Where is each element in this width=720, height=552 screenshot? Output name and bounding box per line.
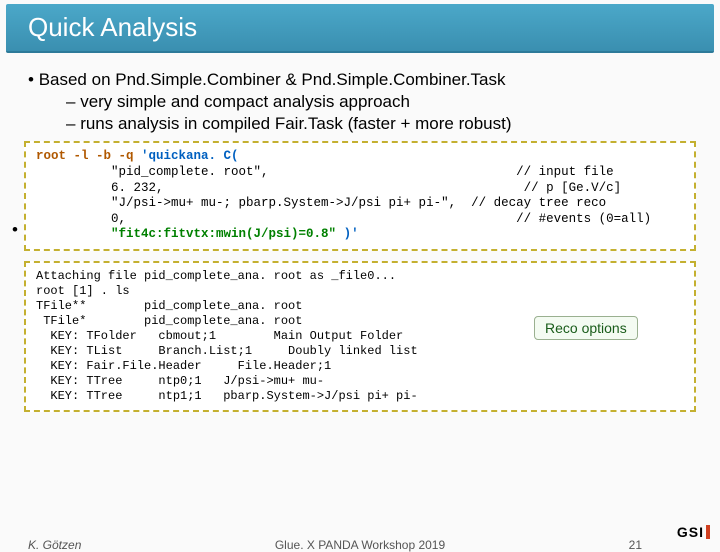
bullet-main-a: Based on <box>39 70 116 89</box>
out-line-1: Attaching file pid_complete_ana. root as… <box>36 269 396 283</box>
logo-text: GSI <box>677 524 704 540</box>
code-options: "fit4c:fitvtx:mwin(J/psi)=0.8" <box>111 227 336 241</box>
stray-bullet: • <box>12 220 18 240</box>
footer-conference: Glue. X PANDA Workshop 2019 <box>0 538 720 552</box>
class-name-2: Pnd.Simple.Combiner.Task <box>301 70 505 89</box>
out-line-2: root [1] . ls <box>36 284 130 298</box>
code-line-5: 0, // #events (0=all) <box>36 212 651 226</box>
logo-bar-icon <box>706 525 710 539</box>
code-block-input: root -l -b -q 'quickana. C( "pid_complet… <box>24 141 696 251</box>
code-root: root -l -b -q <box>36 149 141 163</box>
code-line-6a <box>36 227 111 241</box>
out-line-5: KEY: TFolder cbmout;1 Main Output Folder <box>36 329 403 343</box>
out-line-3: TFile** pid_complete_ana. root <box>36 299 302 313</box>
sub-bullet-1: very simple and compact analysis approac… <box>66 91 692 113</box>
bullet-main-b: & <box>285 70 301 89</box>
footer-page-number: 21 <box>629 538 642 552</box>
out-line-7: KEY: Fair.File.Header File.Header;1 <box>36 359 331 373</box>
code-line-3: 6. 232, // p [Ge.V/c] <box>36 181 621 195</box>
out-line-6: KEY: TList Branch.List;1 Doubly linked l… <box>36 344 418 358</box>
out-line-9: KEY: TTree ntp1;1 pbarp.System->J/psi pi… <box>36 389 418 403</box>
sub-bullet-2: runs analysis in compiled Fair.Task (fas… <box>66 113 692 135</box>
out-line-4: TFile* pid_complete_ana. root <box>36 314 302 328</box>
out-line-8: KEY: TTree ntp0;1 J/psi->mu+ mu- <box>36 374 324 388</box>
code-close: )' <box>336 227 359 241</box>
class-name-1: Pnd.Simple.Combiner <box>115 70 280 89</box>
gsi-logo: GSI <box>677 524 710 540</box>
slide-title: Quick Analysis <box>6 4 714 53</box>
content-area: Based on Pnd.Simple.Combiner & Pnd.Simpl… <box>0 53 720 135</box>
code-line-2: "pid_complete. root", // input file <box>36 165 614 179</box>
code-script-name: 'quickana. C( <box>141 149 239 163</box>
code-line-4: "J/psi->mu+ mu-; pbarp.System->J/psi pi+… <box>36 196 606 210</box>
callout-reco-options: Reco options <box>534 316 638 340</box>
